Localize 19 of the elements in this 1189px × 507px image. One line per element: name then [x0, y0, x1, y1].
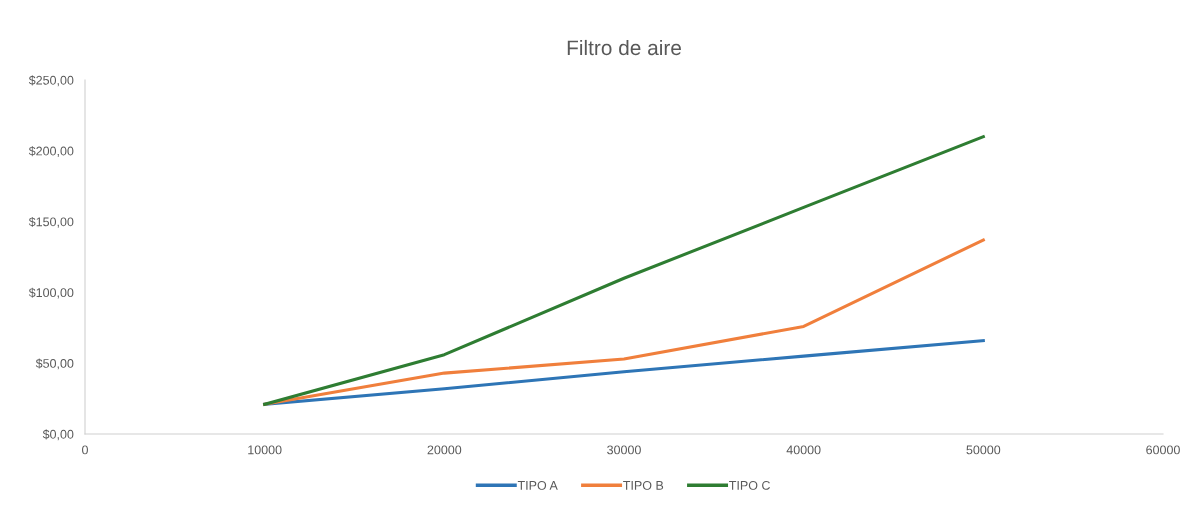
- legend-label: TIPO A: [517, 480, 558, 490]
- x-tick-label: 10000: [248, 445, 282, 455]
- y-tick-label: $100,00: [28, 287, 74, 299]
- x-tick-label: 20000: [427, 445, 462, 455]
- y-tick-label: $250,00: [28, 75, 74, 87]
- y-tick-label: $50,00: [35, 358, 74, 370]
- chart-title: Filtro de aire: [567, 39, 681, 56]
- line-series: [263, 135, 985, 406]
- x-tick-label: 60000: [1146, 445, 1180, 455]
- legend-label: TIPO B: [623, 480, 664, 490]
- y-tick-label: $0,00: [42, 429, 74, 441]
- x-tick-label: 50000: [966, 445, 1001, 455]
- line-series: [263, 339, 985, 406]
- y-tick-label: $150,00: [28, 216, 74, 228]
- x-tick-label: 30000: [607, 445, 641, 455]
- legend-label: TIPO C: [729, 480, 770, 490]
- y-tick-label: $200,00: [28, 146, 74, 157]
- x-tick-label: 0: [82, 445, 88, 455]
- x-tick-label: 40000: [786, 445, 821, 455]
